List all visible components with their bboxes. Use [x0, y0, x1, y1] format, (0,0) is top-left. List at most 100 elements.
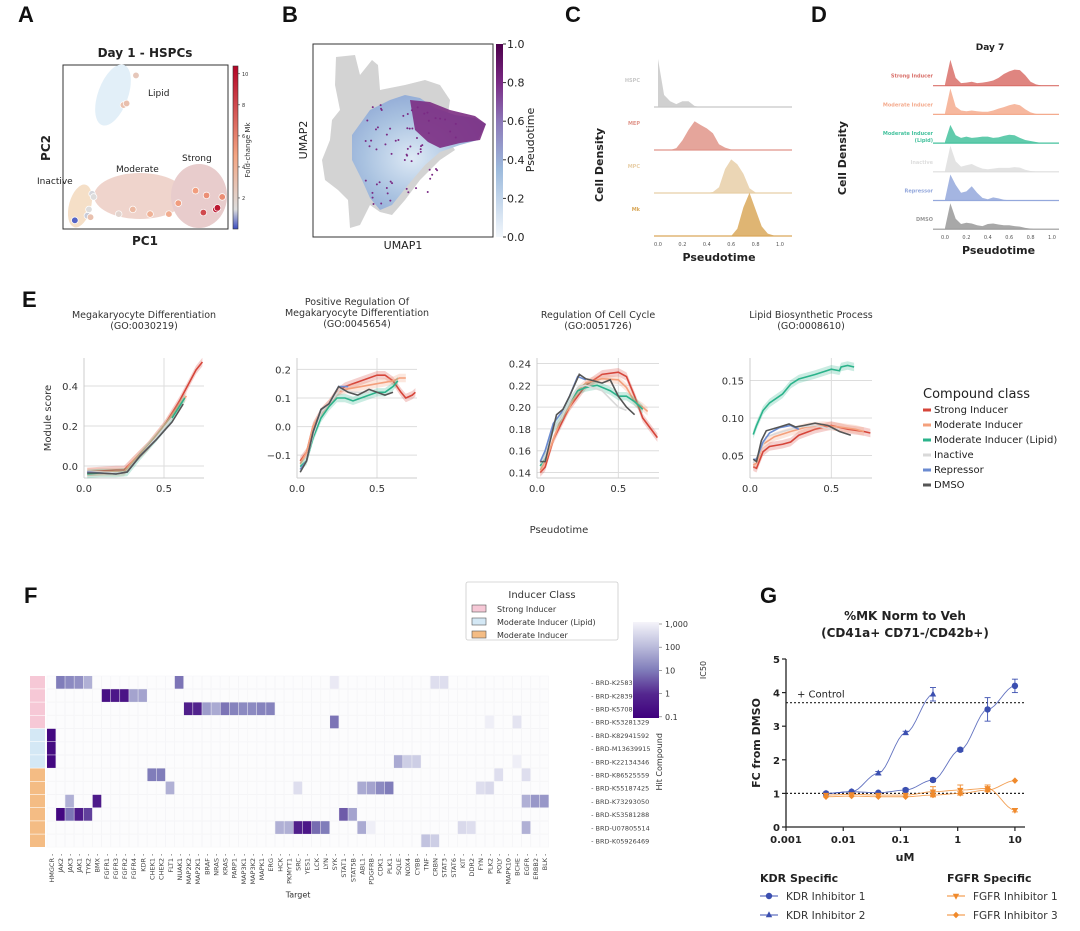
heatmap-cell-empty [329, 768, 339, 782]
heatmap-cell-empty [421, 781, 431, 795]
heatmap-cell-empty [412, 834, 422, 848]
heatmap-cell-empty [475, 688, 485, 703]
heatmap-cell-empty [238, 754, 248, 769]
heatmap-cell-empty [329, 688, 339, 703]
heatmap-cell-empty [393, 781, 403, 795]
subplot-title: Megakaryocyte Differentiation [72, 310, 216, 321]
heatmap-cell-empty [238, 741, 248, 755]
umap-point [434, 117, 437, 120]
heatmap-cell-empty [229, 688, 239, 703]
heatmap-cell-empty [238, 768, 248, 782]
legend-swatch [471, 630, 487, 639]
heatmap-cell-empty [83, 781, 93, 795]
pca-point-moderate [146, 210, 154, 218]
heatmap-cell-empty [448, 820, 458, 835]
heatmap-cell [293, 821, 303, 834]
heatmap-cell [174, 676, 184, 689]
heatmap-cell-empty [393, 688, 403, 703]
heatmap-cell-empty [320, 741, 330, 755]
heatmap-cell [430, 834, 440, 848]
heatmap-cell-empty [119, 741, 129, 755]
heatmap-cell-empty [256, 834, 266, 848]
panel-a-ylabel: PC2 [39, 135, 53, 161]
heatmap-cell-empty [147, 702, 157, 716]
heatmap-cell-empty [338, 794, 348, 808]
heatmap-cell-empty [512, 781, 522, 795]
heatmap-cell-empty [366, 807, 376, 821]
class-strip-cell [30, 794, 45, 808]
column-label: MAPK1 - [258, 853, 266, 880]
umap-point [439, 117, 442, 120]
chart-subtitle: (CD41a+ CD71-/CD42b+) [821, 626, 989, 640]
umap-point [364, 139, 367, 142]
heatmap-cell-empty [247, 781, 257, 795]
heatmap-cell-empty [202, 807, 212, 821]
heatmap-cell-empty [138, 675, 148, 689]
heatmap-cell-empty [110, 702, 120, 716]
heatmap-cell-empty [55, 781, 65, 795]
heatmap-cell-empty [539, 781, 549, 795]
confidence-band [300, 376, 398, 471]
heatmap-cell-empty [156, 715, 166, 729]
heatmap-cell-empty [402, 702, 412, 716]
heatmap-cell-empty [421, 728, 431, 742]
panel-f-heatmap: - BRD-K25835157 - BRD-K28392481 - BRD-K570… [30, 581, 708, 900]
y-tick-label: 0.18 [509, 425, 531, 436]
x-tick-label: 0.0 [76, 484, 92, 495]
heatmap-cell-empty [521, 781, 531, 795]
heatmap-cell [384, 781, 394, 795]
colorbar-tick-label: 2 [242, 196, 245, 202]
heatmap-cell-empty [384, 688, 394, 703]
x-tick-label: 0.0 [941, 235, 949, 241]
heatmap-cell-empty [293, 728, 303, 742]
heatmap-cell-empty [320, 715, 330, 729]
heatmap-cell-empty [83, 768, 93, 782]
heatmap-cell-empty [138, 702, 148, 716]
heatmap-cell-empty [284, 807, 294, 821]
heatmap-cell-empty [348, 781, 358, 795]
heatmap-cell [540, 794, 549, 808]
heatmap-cell-empty [503, 794, 513, 808]
heatmap-cell-empty [211, 754, 221, 769]
heatmap-cell-empty [512, 768, 522, 782]
x-axis-label: Pseudotime [530, 525, 589, 536]
heatmap-cell-empty [174, 702, 184, 716]
heatmap-cell-empty [46, 834, 56, 848]
umap-point [421, 144, 424, 147]
heatmap-cell-empty [101, 768, 111, 782]
heatmap-cell-empty [138, 794, 148, 808]
density-mep [658, 121, 780, 150]
heatmap-cell-empty [165, 688, 175, 703]
column-label: NOX4 - [404, 853, 412, 876]
umap-point [384, 143, 387, 146]
heatmap-cell-empty [503, 715, 513, 729]
umap-point [405, 153, 408, 156]
heatmap-cell-empty [357, 794, 367, 808]
heatmap-cell-empty [238, 794, 248, 808]
heatmap-cell-empty [92, 768, 102, 782]
column-label: FYN - [477, 853, 485, 871]
heatmap-cell-empty [74, 754, 84, 769]
marker-triangle-up [929, 690, 937, 697]
heatmap-cell [357, 821, 367, 834]
heatmap-cell-empty [156, 702, 166, 716]
heatmap-cell-empty [539, 754, 549, 769]
heatmap-cell-empty [55, 754, 65, 769]
heatmap-cell [202, 702, 211, 716]
heatmap-cell-empty [485, 794, 495, 808]
heatmap-cell-empty [183, 820, 193, 835]
column-label: STAT1 - [340, 853, 348, 878]
umap-point [386, 192, 389, 195]
cluster-strong-ellipse [171, 164, 227, 228]
confidence-band [753, 421, 864, 470]
heatmap-cell-empty [128, 675, 138, 689]
marker-circle [984, 706, 991, 713]
y-tick-label: 0.15 [722, 377, 744, 388]
heatmap-cell-empty [101, 820, 111, 835]
density-strong-inducer [945, 59, 1052, 86]
x-tick-label: 1.0 [776, 242, 784, 248]
subplot-title: (GO:0008610) [777, 321, 845, 332]
column-label: PARP1 - [231, 853, 239, 879]
heatmap-cell-empty [421, 702, 431, 716]
heatmap-cell-empty [448, 807, 458, 821]
